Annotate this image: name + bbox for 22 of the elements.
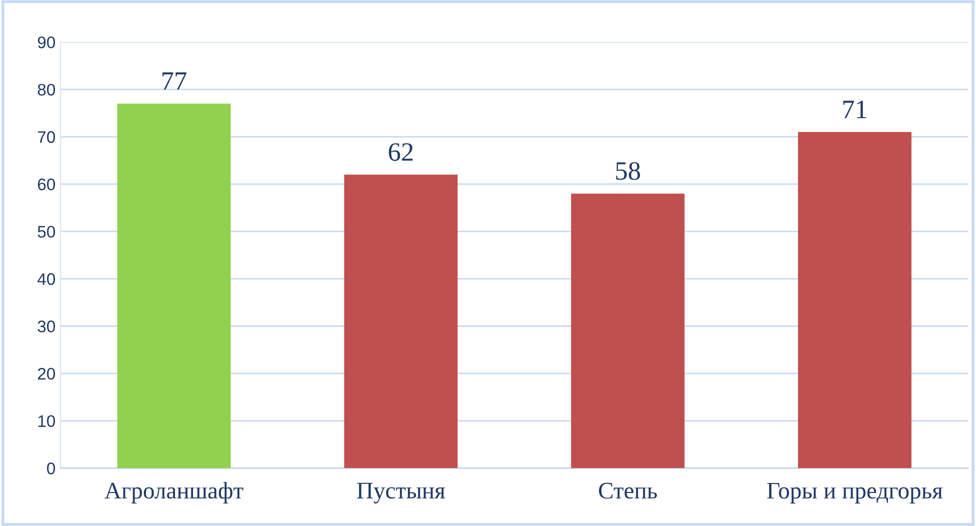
y-tick-label: 80: [38, 84, 55, 96]
y-tick-label: 60: [38, 178, 55, 190]
data-label: 71: [843, 100, 866, 118]
y-tick-label: 70: [38, 131, 55, 143]
bar: [117, 104, 231, 468]
y-tick-label: 10: [38, 415, 55, 428]
bar: [571, 194, 685, 468]
y-tick-label: 20: [38, 368, 55, 380]
data-label: 62: [388, 143, 413, 161]
x-tick-label: Степь: [598, 482, 657, 499]
y-tick-label: 90: [38, 36, 55, 48]
x-tick-label: Агроланшафт: [104, 482, 244, 504]
y-tick-label: 40: [37, 273, 55, 285]
data-label: 77: [162, 72, 186, 90]
bar: [344, 174, 458, 468]
x-tick-label: Горы и предгорья: [767, 482, 943, 504]
x-tick-label: Пустыня: [357, 482, 445, 504]
y-tick-label: 50: [38, 226, 55, 238]
y-tick-label: 30: [38, 320, 55, 332]
y-tick-label: 0: [47, 462, 55, 474]
bar: [798, 132, 912, 468]
data-label: 58: [616, 162, 640, 180]
